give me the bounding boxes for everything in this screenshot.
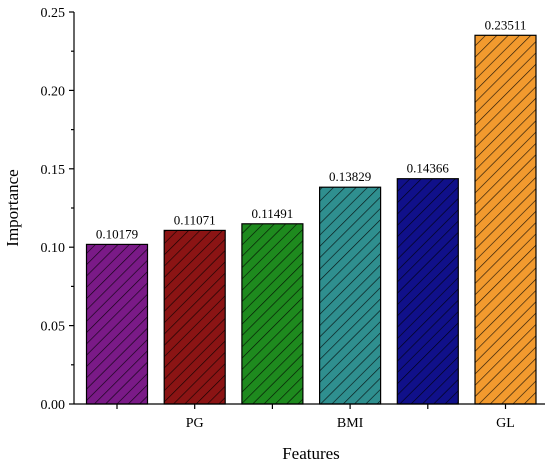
x-tick-label: BMI xyxy=(337,416,364,431)
x-tick-label: PG xyxy=(186,416,204,431)
y-tick-label: 0.00 xyxy=(41,398,66,413)
y-tick-label: 0.20 xyxy=(41,84,66,99)
bars-layer xyxy=(85,34,537,405)
y-tick-label: 0.05 xyxy=(41,320,66,335)
bar-3 xyxy=(241,223,304,405)
bar-4 xyxy=(319,186,382,405)
bar-1 xyxy=(85,243,149,405)
bar-2 xyxy=(163,229,226,405)
bar-6 xyxy=(474,34,537,405)
bar-value-label: 0.13829 xyxy=(329,169,371,184)
bar-value-label: 0.11491 xyxy=(252,206,294,221)
bar-value-label: 0.14366 xyxy=(407,161,450,176)
bar-value-label: 0.23511 xyxy=(485,17,527,32)
x-tick-label: GL xyxy=(496,416,515,431)
y-tick-label: 0.15 xyxy=(41,163,66,178)
y-tick-label: 0.25 xyxy=(41,6,66,21)
bar-value-label: 0.11071 xyxy=(174,212,216,227)
bar-5 xyxy=(396,178,459,405)
y-axis-title: Importance xyxy=(3,169,22,246)
x-axis-title: Features xyxy=(282,444,340,463)
y-tick-label: 0.10 xyxy=(41,241,66,256)
value-labels-layer: 0.10179 0.11071 0.11491 0.13829 0.14366 0.235… xyxy=(96,17,527,241)
axes-layer: 0.00 0.05 0.10 0.15 0.20 0.25 PG BMI GL xyxy=(41,6,545,431)
bar-value-label: 0.10179 xyxy=(96,226,138,241)
